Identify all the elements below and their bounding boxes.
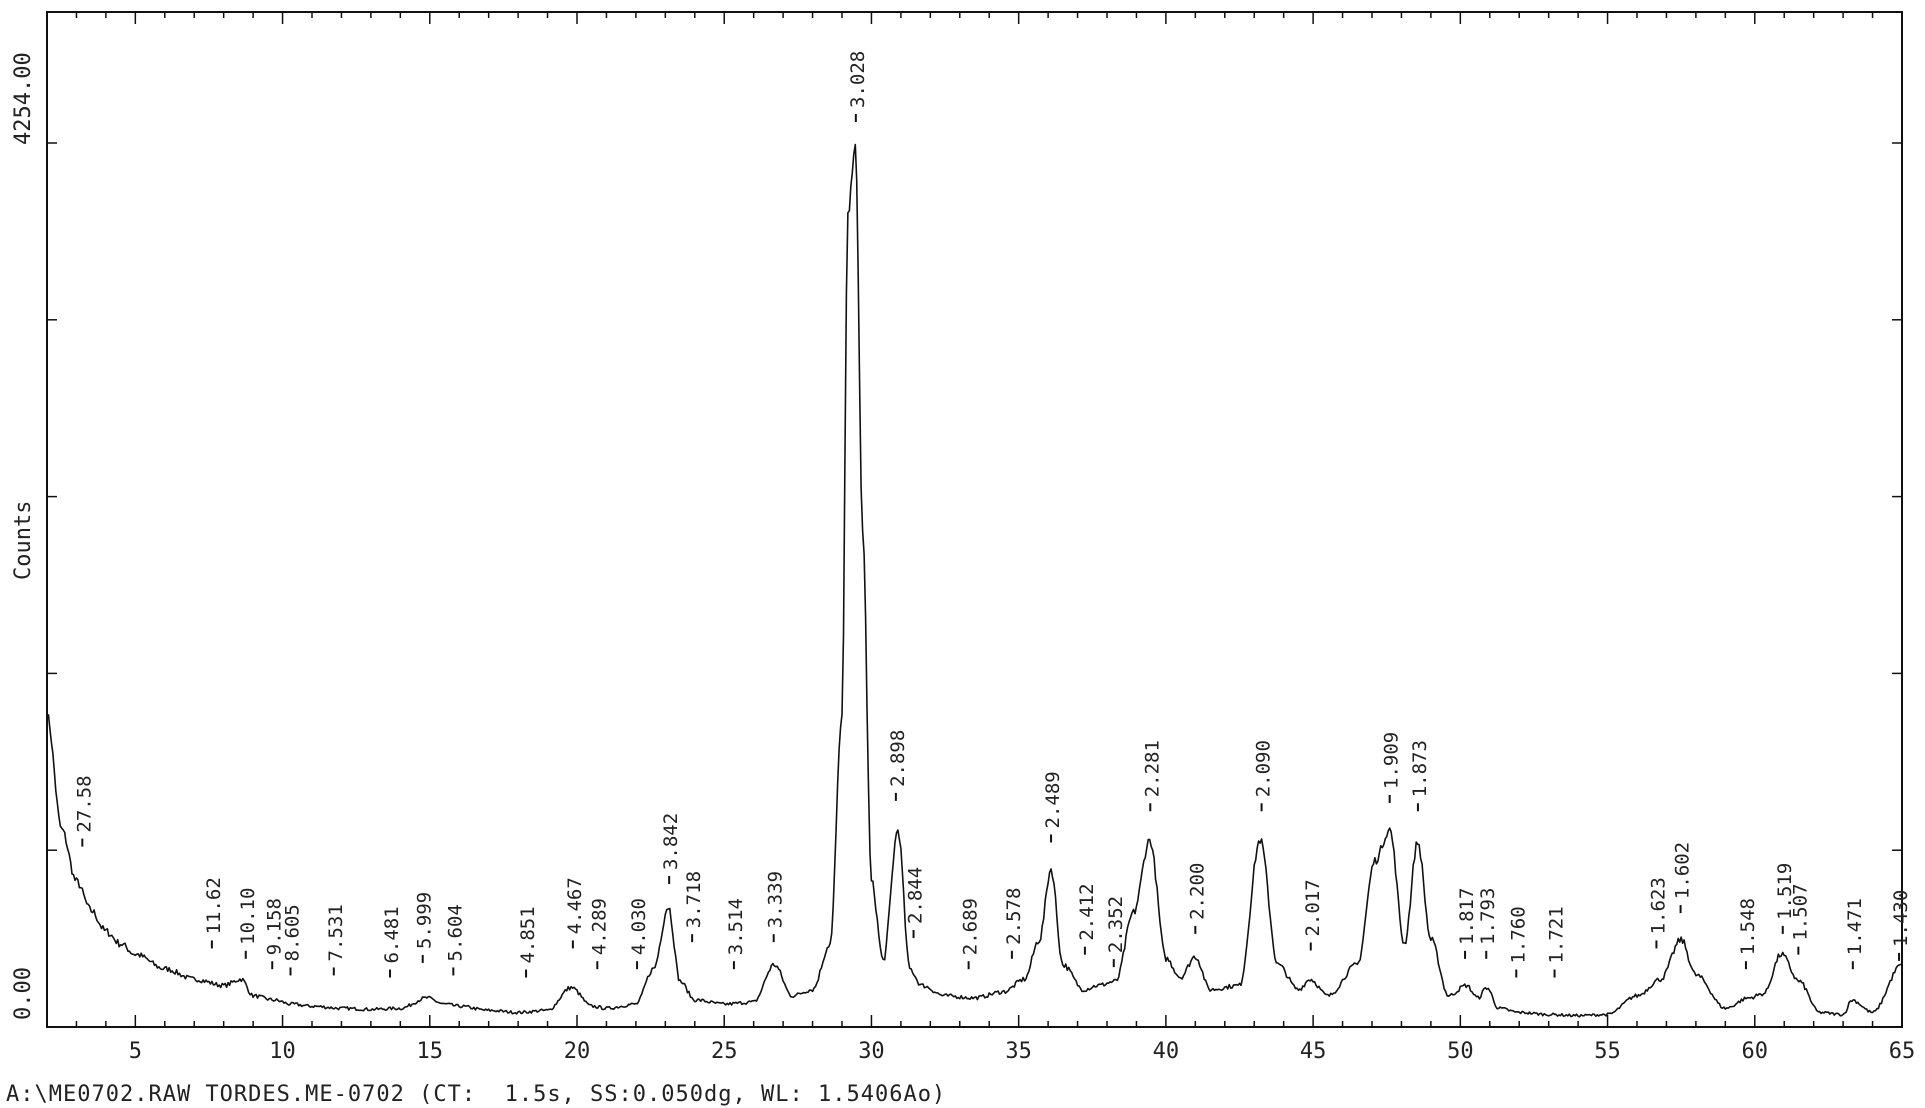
peak-label: 6.481	[381, 906, 403, 963]
peak-label: 2.898	[887, 730, 909, 787]
peak-label: 3.028	[847, 51, 869, 108]
peak-label: 1.721	[1546, 906, 1568, 963]
peak-label: 1.602	[1672, 842, 1694, 899]
plot-frame	[46, 11, 1903, 1028]
peak-label: 1.430	[1890, 890, 1912, 947]
x-tick-label: 55	[1594, 1039, 1621, 1064]
peak-label: 4.467	[564, 877, 586, 934]
x-tick-label: 60	[1742, 1039, 1769, 1064]
peak-label: 4.289	[588, 898, 610, 955]
peak-label: 4.030	[628, 898, 650, 955]
peak-label: 1.548	[1737, 898, 1759, 955]
peak-label: 2.090	[1253, 740, 1275, 797]
peak-label: 2.844	[905, 867, 927, 924]
x-tick-label: 50	[1447, 1039, 1474, 1064]
x-ticks	[46, 12, 1903, 1027]
peak-label: 3.339	[765, 871, 787, 928]
y-zero-label: 0.00	[11, 967, 36, 1020]
x-tick-label: 20	[564, 1039, 591, 1064]
peak-label: 2.017	[1302, 879, 1324, 936]
peak-label: 1.909	[1381, 732, 1403, 789]
x-tick-labels: 5 10 15 20 25 30 35 40 45 50 55 60 65	[129, 1039, 1916, 1064]
peak-label: 5.604	[444, 904, 466, 961]
x-tick-label: 45	[1300, 1039, 1327, 1064]
peak-label: 2.281	[1141, 740, 1163, 797]
peak-label: 2.352	[1105, 896, 1127, 953]
y-ticks	[47, 142, 1902, 1028]
footer-file-info: A:\ME0702.RAW TORDES.ME-0702 (CT: 1.5s, …	[6, 1082, 947, 1107]
peak-label: 1.471	[1844, 898, 1866, 955]
x-tick-label: 25	[711, 1039, 738, 1064]
peak-label: 2.689	[960, 898, 982, 955]
peak-label: 1.873	[1409, 740, 1431, 797]
diffraction-trace	[46, 143, 1903, 1018]
peak-label: 3.718	[683, 871, 705, 928]
peak-label: 1.760	[1507, 906, 1529, 963]
peak-label: 2.200	[1186, 863, 1208, 920]
peak-label: 8.605	[282, 904, 304, 961]
peak-label: 3.842	[660, 813, 682, 870]
y-axis-label: Counts	[11, 501, 36, 580]
peak-label: 1.519	[1774, 863, 1796, 920]
x-tick-label: 65	[1889, 1039, 1916, 1064]
x-tick-label: 40	[1153, 1039, 1180, 1064]
x-tick-label: 10	[269, 1039, 296, 1064]
peak-label: 27.58	[73, 775, 95, 832]
peak-label: 3.514	[725, 898, 747, 955]
peak-label: 2.412	[1076, 883, 1098, 940]
x-tick-label: 15	[417, 1039, 444, 1064]
x-tick-label: 35	[1005, 1039, 1032, 1064]
x-tick-label: 5	[129, 1039, 142, 1064]
peak-label: 1.623	[1647, 877, 1669, 934]
y-max-label: 4254.00	[11, 52, 36, 145]
x-tick-label: 30	[858, 1039, 885, 1064]
peak-label: 2.489	[1042, 771, 1064, 828]
peak-label: 9.158	[263, 898, 285, 955]
peak-label: 1.507	[1789, 883, 1811, 940]
peak-label: 2.578	[1003, 888, 1025, 945]
peak-label: 5.999	[414, 892, 436, 949]
peak-label: 1.817	[1456, 888, 1478, 945]
peak-label: 1.793	[1477, 888, 1499, 945]
peak-label: 7.531	[325, 904, 347, 961]
peak-label: 10.10	[237, 888, 259, 945]
peak-label: 11.62	[203, 877, 225, 934]
peak-label: 4.851	[517, 906, 539, 963]
